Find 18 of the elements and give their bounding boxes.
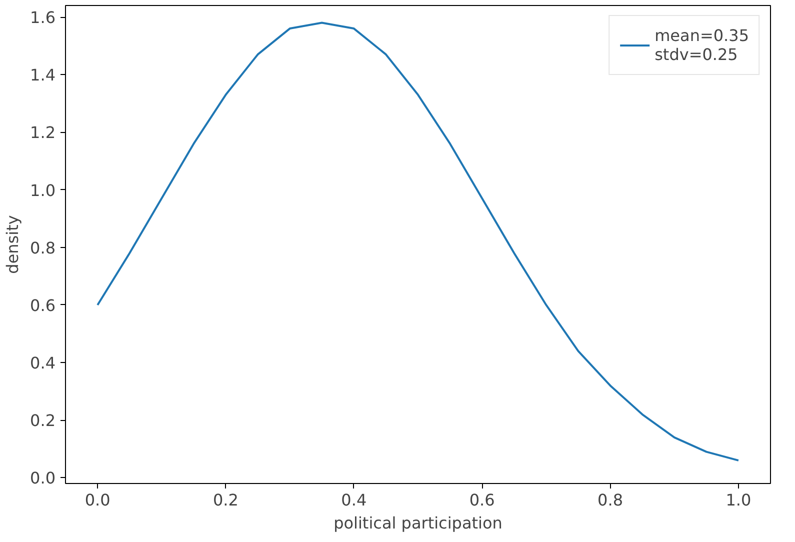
x-tick-label: 0.6 [469,490,495,510]
x-tick-label: 0.4 [341,490,367,510]
y-tick-label: 0.4 [30,354,56,373]
x-tick-label: 1.0 [726,490,752,510]
y-tick-label: 0.8 [30,238,56,258]
y-axis-title: density [3,215,22,274]
x-tick-label: 0.8 [598,490,624,510]
y-tick-label: 1.0 [30,180,56,200]
y-tick-label: 1.2 [30,123,56,142]
legend-label: mean=0.35 stdv=0.25 [654,26,749,64]
y-tick-label: 1.4 [30,66,56,85]
y-tick-label: 0.0 [30,468,56,488]
y-tick-label: 0.6 [30,296,56,315]
y-tick-label: 0.2 [30,411,56,430]
y-tick-label: 1.6 [30,8,56,28]
x-tick-label: 0.0 [84,490,110,510]
x-axis-title: political participation [334,514,502,532]
x-tick-label: 0.2 [213,490,238,510]
